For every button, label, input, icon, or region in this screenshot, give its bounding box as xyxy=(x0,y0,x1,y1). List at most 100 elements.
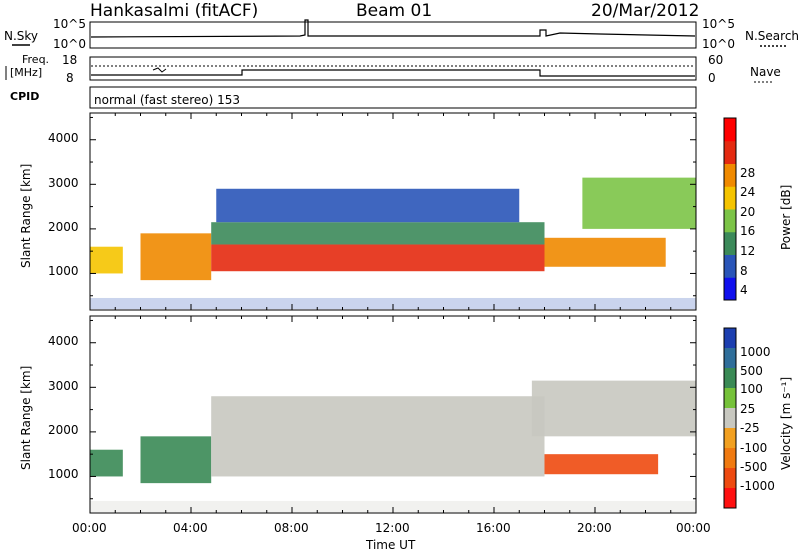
power-cbar-label: Power [dB] xyxy=(779,185,793,250)
velocity-region-1 xyxy=(140,436,212,484)
power-colorbar-swatch xyxy=(724,163,736,187)
velocity-ytick-3000: 3000 xyxy=(48,379,79,393)
velocity-ylabel: Slant Range [km] xyxy=(19,366,33,470)
xtick-2400: 00:00 xyxy=(676,521,711,535)
velocity-panel: Slant Range [km] 4000 3000 2000 1000 xyxy=(19,315,697,514)
nsearch-tick-top: 10^5 xyxy=(702,17,735,31)
velocity-panel-frame xyxy=(89,315,697,514)
velocity-cbar-tick-m1000: -1000 xyxy=(740,479,775,493)
nave-label: Nave xyxy=(750,65,781,79)
xtick-1600: 16:00 xyxy=(476,521,511,535)
power-colorbar: 28 24 20 16 12 8 4 Power [dB] xyxy=(723,117,793,301)
power-colorbar-swatch xyxy=(724,254,736,278)
velocity-colorbar-swatch xyxy=(724,428,736,449)
freq-trace-blip xyxy=(152,67,167,73)
power-cbar-tick-12: 12 xyxy=(740,244,755,258)
cpid-label: CPID xyxy=(10,90,39,103)
velocity-colorbar-swatch xyxy=(724,368,736,389)
power-region-1 xyxy=(140,233,212,281)
freq-tick-top: 18 xyxy=(62,53,77,67)
time-axis: 00:00 04:00 08:00 12:00 16:00 20:00 00:0… xyxy=(72,521,711,552)
velocity-colorbar-frame xyxy=(723,327,737,509)
station-title: Hankasalmi (fitACF) xyxy=(90,1,258,21)
freq-label-2: [MHz] xyxy=(10,66,42,79)
velocity-colorbar-swatch xyxy=(724,348,736,369)
power-colorbar-swatch xyxy=(724,118,736,142)
date-title: 20/Mar/2012 xyxy=(591,1,699,21)
power-ytick-4000: 4000 xyxy=(48,131,79,145)
xtick-2000: 20:00 xyxy=(577,521,612,535)
velocity-cbar-tick-m25: -25 xyxy=(740,421,760,435)
power-region-4 xyxy=(216,188,520,223)
velocity-near-range-scatter xyxy=(90,500,696,513)
power-ylabel: Slant Range [km] xyxy=(19,164,33,268)
power-colorbar-swatches xyxy=(724,118,736,301)
power-colorbar-swatch xyxy=(724,209,736,233)
power-cbar-tick-24: 24 xyxy=(740,185,755,199)
xtick-0800: 08:00 xyxy=(274,521,309,535)
time-axis-label: Time UT xyxy=(365,538,416,552)
power-colorbar-swatch xyxy=(724,186,736,210)
power-region-0 xyxy=(90,246,123,274)
nave-tick-top: 60 xyxy=(708,53,723,67)
power-ytick-3000: 3000 xyxy=(48,176,79,190)
freq-label-1: Freq. xyxy=(22,53,49,66)
nsky-panel-frame xyxy=(89,21,697,49)
nsky-label: N.Sky xyxy=(4,29,38,43)
velocity-cbar-tick-100: 100 xyxy=(740,382,763,396)
velocity-cbar-tick-25: 25 xyxy=(740,402,755,416)
power-ytick-1000: 1000 xyxy=(48,264,79,278)
velocity-region-2 xyxy=(211,396,545,477)
power-colorbar-swatch xyxy=(724,231,736,255)
velocity-region-4 xyxy=(531,380,696,437)
power-near-range-scatter xyxy=(90,297,696,310)
nsearch-label: N.Search xyxy=(745,29,799,43)
nave-tick-bottom: 0 xyxy=(708,71,716,85)
nsky-tick-bottom: 10^0 xyxy=(53,37,86,51)
xtick-0400: 04:00 xyxy=(173,521,208,535)
power-region-3 xyxy=(211,222,545,245)
nsearch-tick-bottom: 10^0 xyxy=(702,37,735,51)
velocity-cbar-tick-m100: -100 xyxy=(740,441,767,455)
velocity-cbar-tick-m500: -500 xyxy=(740,460,767,474)
power-region-2 xyxy=(211,244,545,272)
xtick-1200: 12:00 xyxy=(375,521,410,535)
freq-tick-bottom: 8 xyxy=(66,71,74,85)
velocity-colorbar-swatch xyxy=(724,468,736,489)
velocity-region-0 xyxy=(90,449,123,477)
nsky-tick-top: 10^5 xyxy=(53,17,86,31)
cpid-panel-frame xyxy=(89,86,697,109)
power-cbar-tick-20: 20 xyxy=(740,205,755,219)
power-colorbar-swatch xyxy=(724,277,736,301)
velocity-colorbar: 1000 500 100 25 -25 -100 -500 -1000 Velo… xyxy=(723,327,793,509)
nsky-trace xyxy=(90,19,696,38)
power-cbar-tick-16: 16 xyxy=(740,224,755,238)
velocity-colorbar-swatch xyxy=(724,408,736,429)
velocity-ytick-2000: 2000 xyxy=(48,423,79,437)
velocity-colorbar-swatches xyxy=(724,328,736,509)
velocity-ytick-1000: 1000 xyxy=(48,467,79,481)
velocity-colorbar-swatch xyxy=(724,488,736,509)
velocity-colorbar-swatch xyxy=(724,388,736,409)
power-region-6 xyxy=(582,177,696,229)
velocity-colorbar-swatch xyxy=(724,448,736,469)
velocity-cbar-tick-500: 500 xyxy=(740,364,763,378)
velocity-colorbar-swatch xyxy=(724,328,736,349)
power-cbar-tick-4: 4 xyxy=(740,283,748,297)
velocity-region-3 xyxy=(544,454,659,475)
velocity-cbar-label: Velocity [m s⁻¹] xyxy=(779,377,793,470)
power-colorbar-frame xyxy=(723,117,737,301)
power-panel-frame xyxy=(89,112,697,311)
xtick-0000: 00:00 xyxy=(72,521,107,535)
power-region-5 xyxy=(544,237,666,267)
power-cbar-tick-8: 8 xyxy=(740,264,748,278)
velocity-ytick-4000: 4000 xyxy=(48,334,79,348)
power-colorbar-swatch xyxy=(724,140,736,164)
velocity-data-layer xyxy=(89,316,697,513)
cpid-text: normal (fast stereo) 153 xyxy=(94,93,240,107)
power-cbar-tick-28: 28 xyxy=(740,166,755,180)
power-ytick-2000: 2000 xyxy=(48,220,79,234)
power-panel: Slant Range [km] 4000 3000 2000 1000 xyxy=(19,112,697,311)
power-data-layer xyxy=(89,113,697,310)
